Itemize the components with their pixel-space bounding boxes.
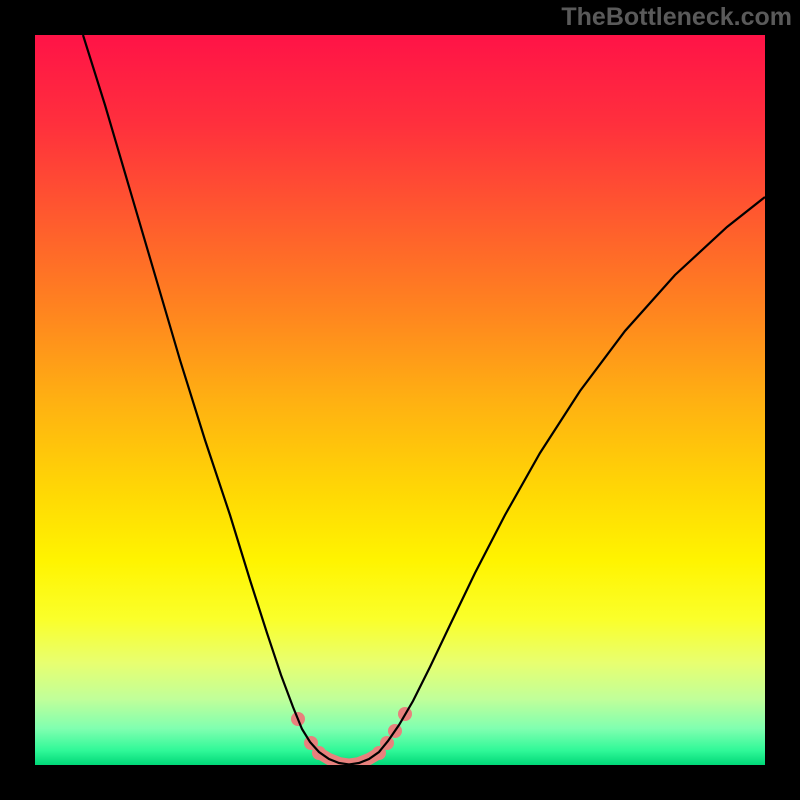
bottleneck-curve <box>83 35 765 765</box>
curve-layer <box>35 35 765 765</box>
watermark-text: TheBottleneck.com <box>561 3 792 32</box>
plot-area <box>35 35 765 765</box>
chart-container: TheBottleneck.com <box>0 0 800 800</box>
